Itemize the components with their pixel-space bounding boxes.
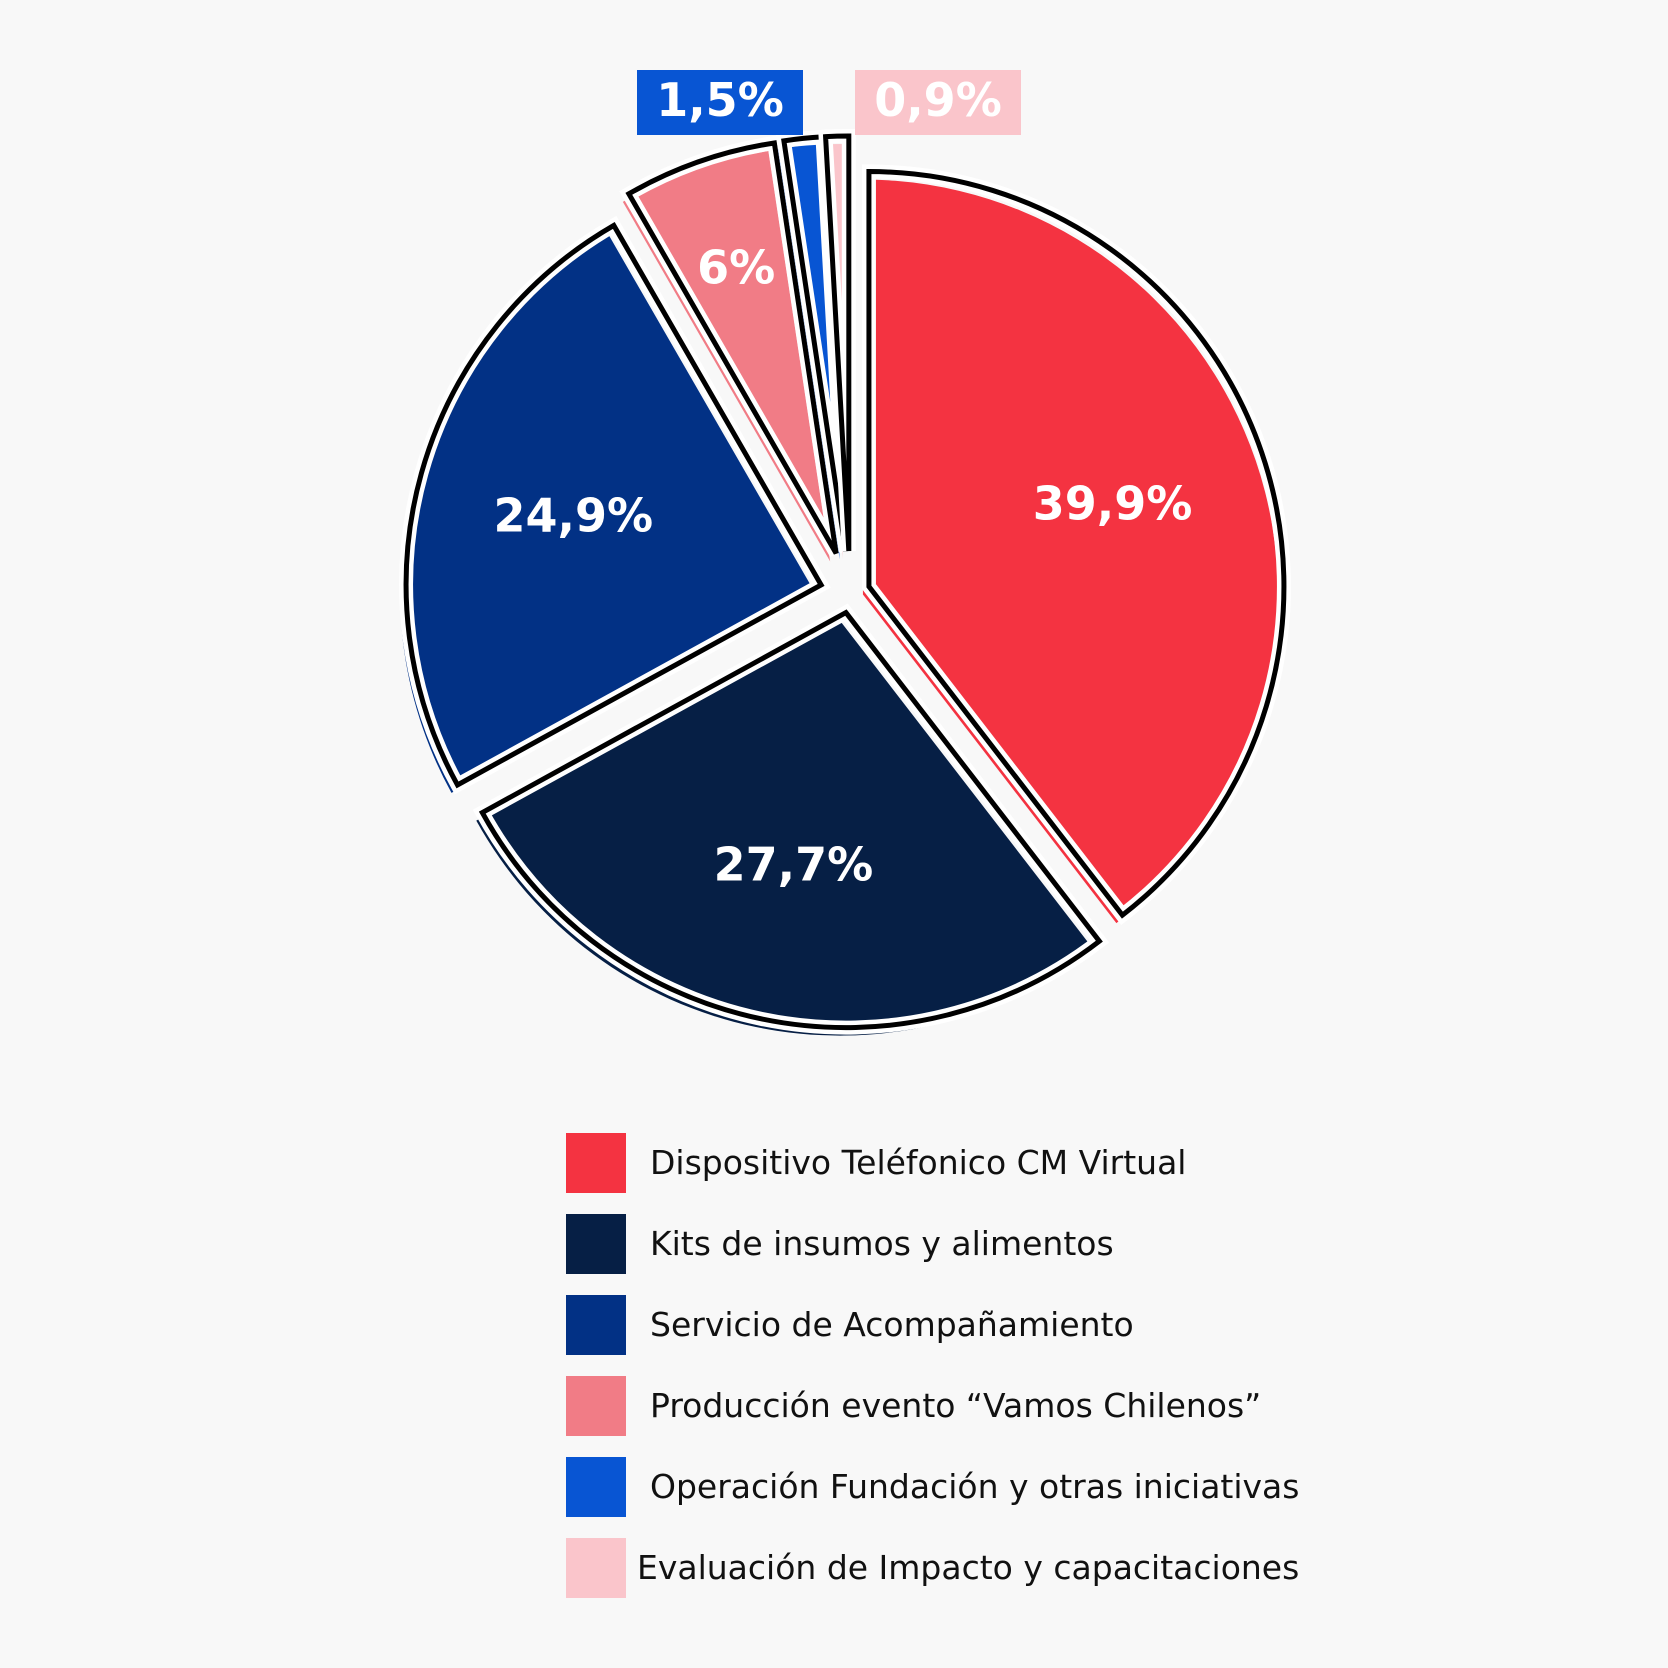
legend-label-servicio: Servicio de Acompañamiento <box>650 1305 1134 1344</box>
data-label-box-operacion <box>637 70 803 135</box>
pie-slice-dispositivo <box>861 164 1291 925</box>
pie-slice-outline-servicio <box>403 222 825 789</box>
data-label-text-servicio: 24,9% <box>494 489 654 543</box>
data-label-text-evaluacion: 0,9% <box>874 73 1002 127</box>
legend-label-dispositivo: Dispositivo Teléfonico CM Virtual <box>650 1143 1187 1182</box>
data-label-evaluacion: 0,9% <box>855 70 1021 135</box>
pie-slice-evaluacion <box>818 129 856 560</box>
legend-label-kits: Kits de insumos y alimentos <box>650 1224 1114 1263</box>
legend-swatch-servicio <box>566 1295 626 1355</box>
data-label-text-dispositivo: 39,9% <box>1033 477 1193 531</box>
legend-label-evaluacion: Evaluación de Impacto y capacitaciones <box>637 1548 1300 1587</box>
pie-slice-fill-kits <box>476 620 1094 1036</box>
data-label-text-operacion: 1,5% <box>656 73 784 127</box>
data-label-servicio: 24,9% <box>494 489 654 543</box>
data-label-produccion: 6% <box>697 240 775 294</box>
data-label-box-evaluacion <box>855 70 1021 135</box>
data-label-kits: 27,7% <box>714 838 874 892</box>
data-label-dispositivo: 39,9% <box>1033 477 1193 531</box>
legend-swatch-kits <box>566 1214 626 1274</box>
legend-swatch-evaluacion <box>566 1538 626 1598</box>
data-label-text-kits: 27,7% <box>714 838 874 892</box>
pie-slice-outline-evaluacion <box>822 133 852 552</box>
pie-slice-servicio <box>399 215 831 795</box>
pie-slice-fill-dispositivo <box>862 179 1278 924</box>
legend-label-operacion: Operación Fundación y otras iniciativas <box>650 1467 1300 1506</box>
pie-slice-kits <box>472 603 1110 1036</box>
data-label-text-produccion: 6% <box>697 240 775 294</box>
legend-swatch-operacion <box>566 1457 626 1517</box>
pie-slice-outline-produccion <box>625 140 839 555</box>
legend-swatch-dispositivo <box>566 1133 626 1193</box>
pie-slice-fill-servicio <box>400 233 816 793</box>
pie-slice-outline-dispositivo <box>866 169 1287 919</box>
legend-label-produccion: Producción evento “Vamos Chilenos” <box>650 1386 1262 1425</box>
pie-slice-outline-kits <box>478 609 1103 1031</box>
data-label-operacion: 1,5% <box>637 70 803 135</box>
pie-slice-produccion <box>619 135 844 562</box>
legend-swatch-produccion <box>566 1376 626 1436</box>
pie-chart: 39,9% 27,7% 24,9% 6% 1,5% 0,9% <box>399 70 1291 1036</box>
